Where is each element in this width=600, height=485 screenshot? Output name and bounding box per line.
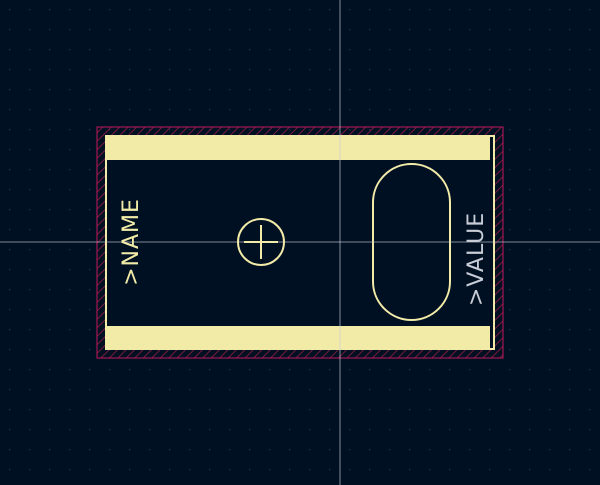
value-label[interactable]: >VALUE bbox=[464, 212, 489, 306]
crosshair-circle-icon[interactable] bbox=[237, 218, 285, 266]
name-label[interactable]: >NAME bbox=[119, 198, 144, 286]
silkscreen-bar-bottom[interactable] bbox=[106, 326, 490, 350]
courtyard-outline bbox=[96, 126, 504, 359]
courtyard-inner bbox=[106, 136, 494, 349]
courtyard[interactable] bbox=[96, 126, 504, 359]
silkscreen-bar-top[interactable] bbox=[106, 136, 490, 160]
